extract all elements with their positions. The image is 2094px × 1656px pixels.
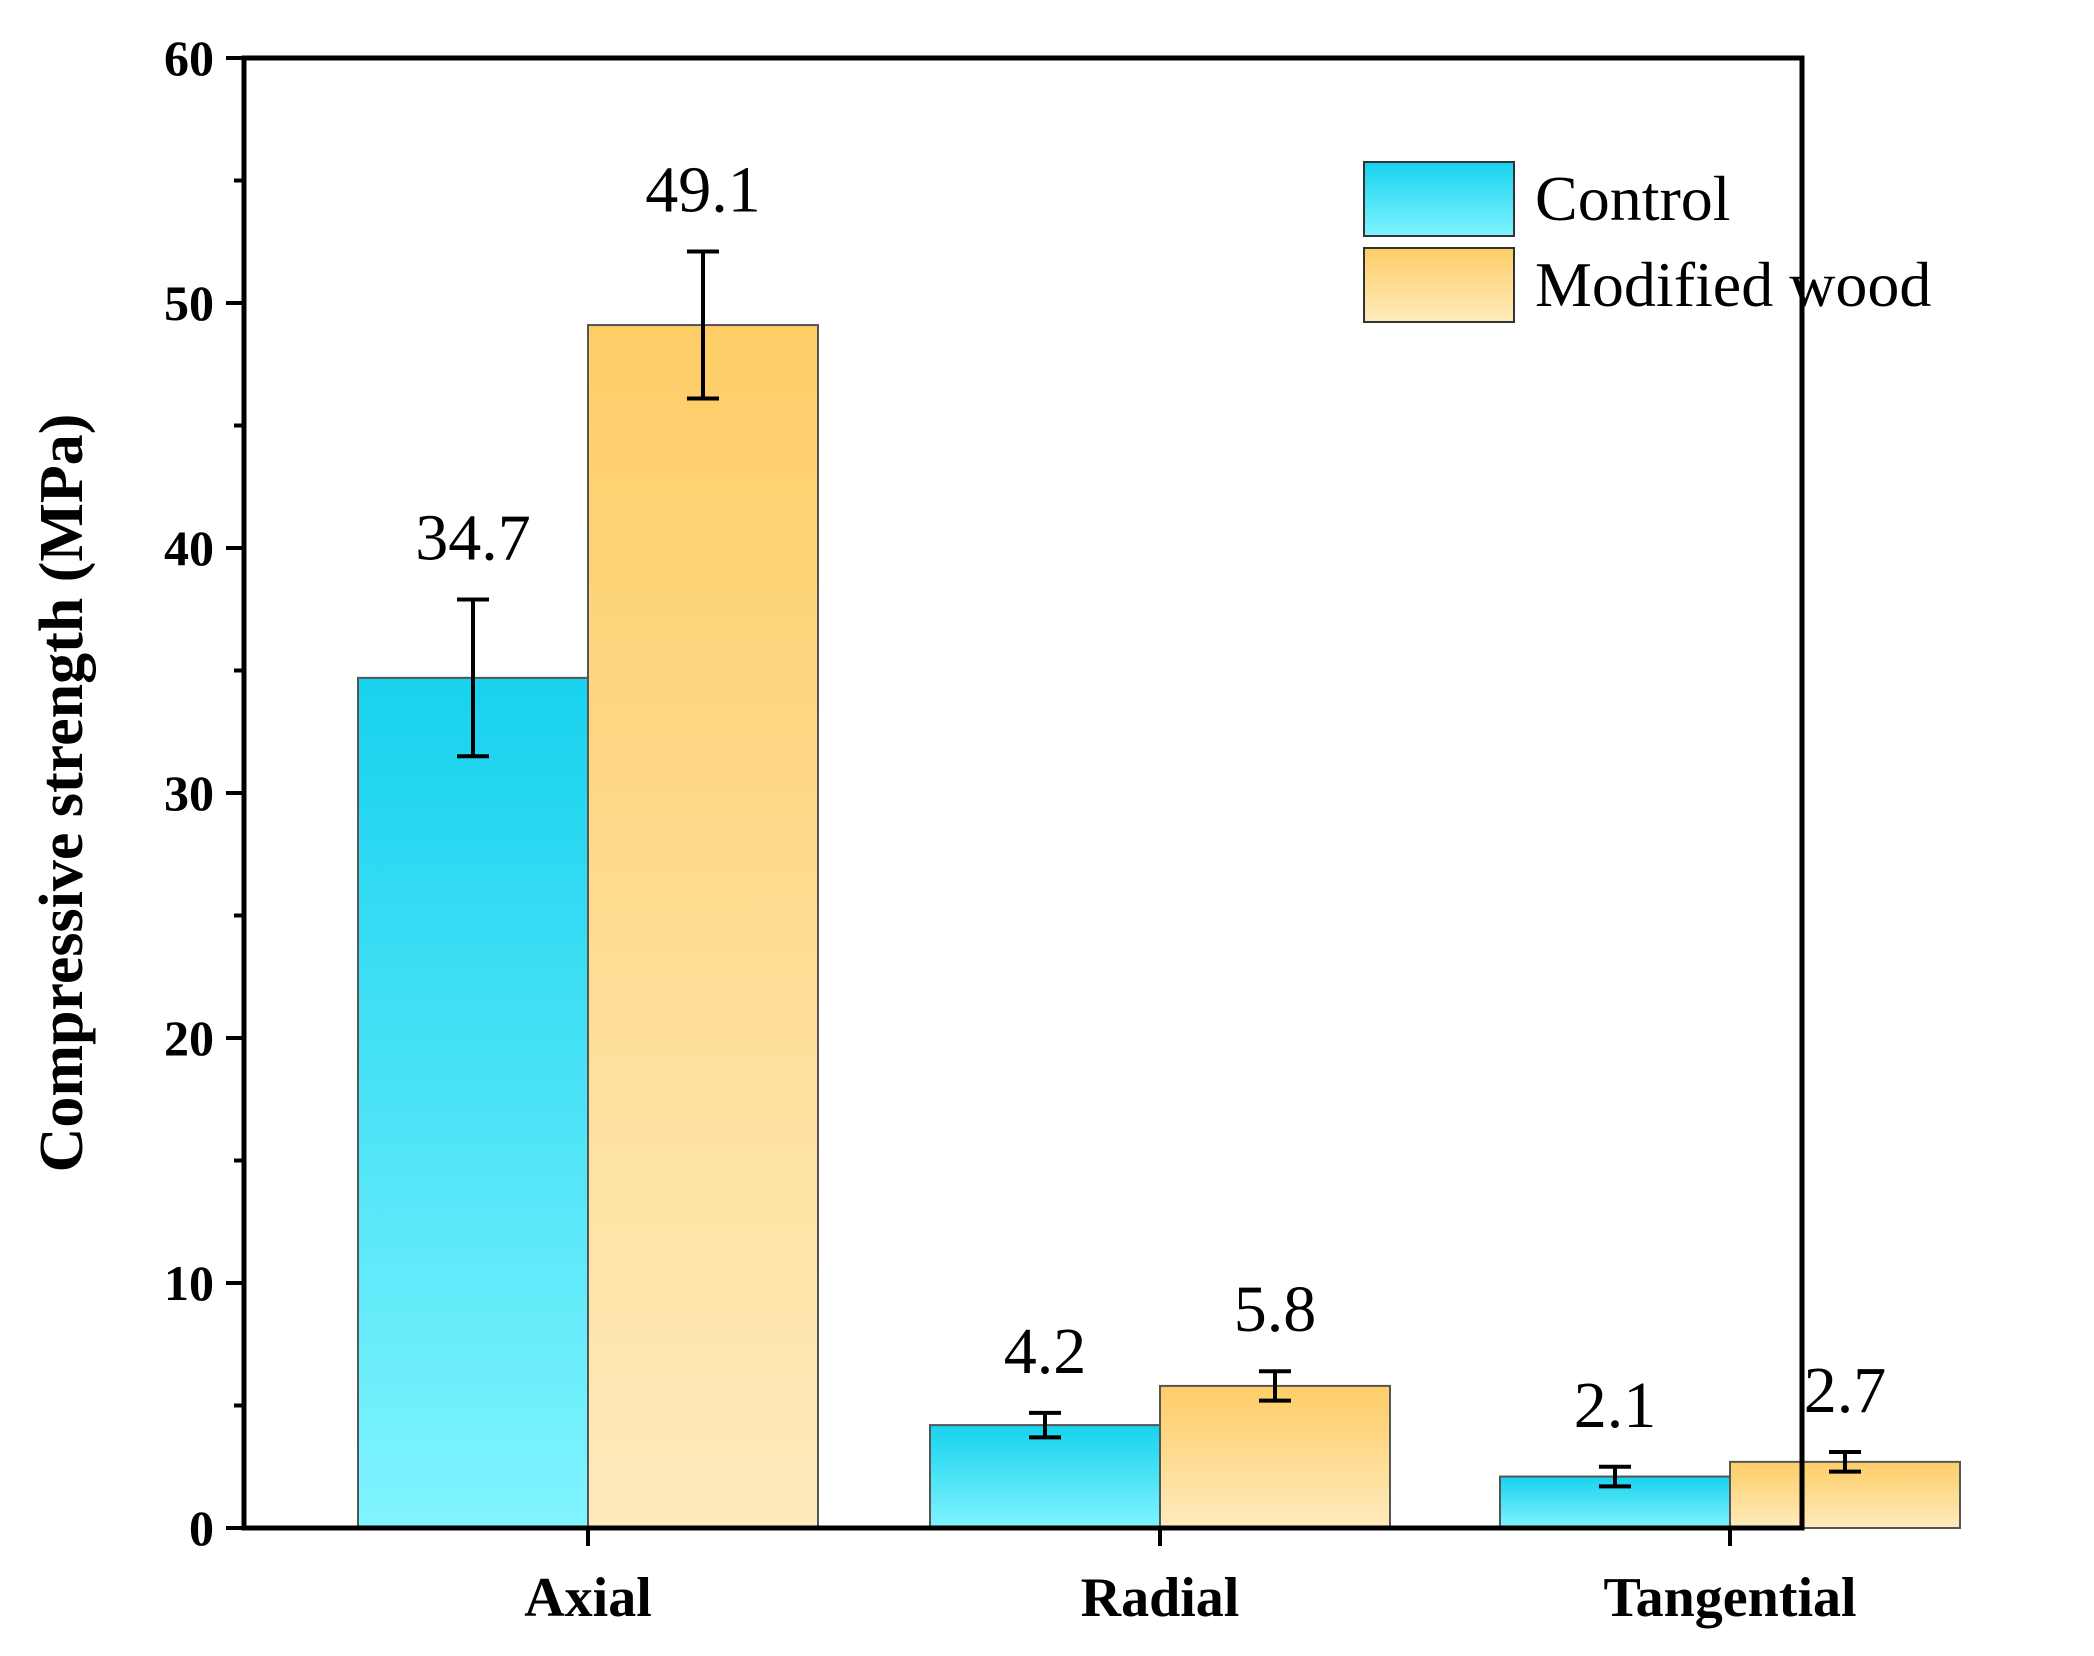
y-tick-label: 50 — [164, 275, 214, 331]
legend-label-control: Control — [1535, 163, 1731, 234]
bar-control-axial — [357, 676, 589, 1529]
bars-layer — [357, 324, 1961, 1530]
bar-modified-axial — [587, 324, 819, 1529]
data-label-control-axial: 34.7 — [415, 501, 531, 574]
x-category-label-tangential: Tangential — [1603, 1567, 1856, 1629]
legend-label-modified: Modified wood — [1535, 249, 1931, 320]
y-tick-label: 40 — [164, 520, 214, 576]
y-tick-label: 0 — [189, 1500, 214, 1556]
legend-swatch-control — [1363, 161, 1515, 237]
error-bar-control-radial — [1029, 1410, 1061, 1440]
data-label-modified-axial: 49.1 — [645, 154, 761, 227]
data-label-control-radial: 4.2 — [1004, 1315, 1087, 1388]
y-tick-label: 30 — [164, 765, 214, 821]
error-bar-control-axial — [457, 597, 489, 759]
x-axis: Axial Radial Tangential — [524, 1528, 1857, 1629]
error-bar-control-tangential — [1599, 1464, 1631, 1489]
legend: Control Modified wood — [1363, 161, 1931, 323]
bar-modified-radial — [1159, 1384, 1391, 1530]
error-bar-modified-axial — [687, 249, 719, 401]
legend-swatch-modified — [1363, 247, 1515, 323]
x-category-label-radial: Radial — [1081, 1567, 1240, 1629]
y-axis-title: Compressive strength (MPa) — [28, 414, 96, 1173]
data-labels-layer: 34.7 49.1 4.2 5.8 2.1 2.7 — [415, 154, 1886, 1442]
data-label-modified-radial: 5.8 — [1234, 1273, 1317, 1346]
data-label-control-tangential: 2.1 — [1574, 1369, 1657, 1442]
y-axis: 0 10 20 30 40 50 60 — [164, 30, 244, 1556]
bar-control-radial — [929, 1424, 1161, 1529]
y-tick-label: 20 — [164, 1010, 214, 1066]
error-bar-modified-tangential — [1829, 1450, 1861, 1474]
data-label-modified-tangential: 2.7 — [1804, 1354, 1887, 1427]
error-bar-modified-radial — [1259, 1369, 1291, 1403]
error-bars-layer — [457, 249, 1861, 1489]
x-category-label-axial: Axial — [524, 1567, 652, 1629]
y-tick-label: 60 — [164, 30, 214, 86]
y-tick-label: 10 — [164, 1255, 214, 1311]
